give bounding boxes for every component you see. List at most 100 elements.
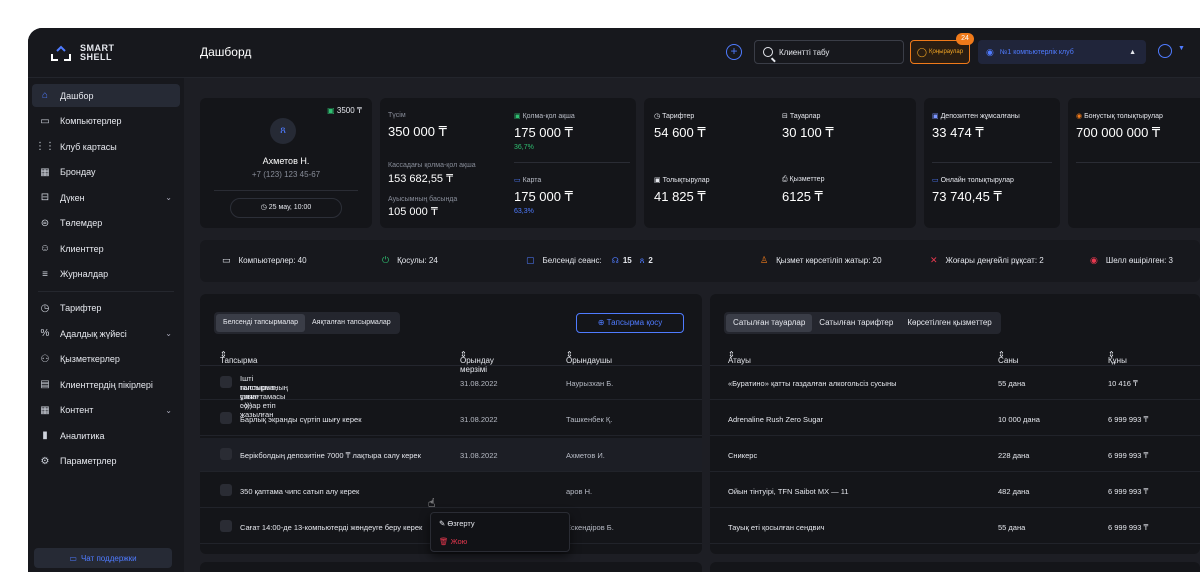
logo-icon [51, 45, 71, 61]
card-label-text: Карта [522, 177, 542, 184]
card-value: 175 000 ₸ [514, 189, 573, 204]
col-price[interactable]: Құны ⇕ [1108, 350, 1127, 365]
logo[interactable]: SMART SHELL [28, 28, 184, 78]
sidebar-item[interactable]: ⊜ Төлемдер [32, 212, 180, 235]
service-icon: ♙ [760, 255, 769, 265]
printer-icon: ⎙ [782, 176, 790, 183]
sales-table-header: Атауы ⇕ Саны ⇕ Құны ⇕ [710, 344, 1200, 366]
computers-status-text: Компьютерлер: 40 [238, 256, 307, 265]
active-sessions-a: 15 [622, 256, 632, 265]
add-task-button[interactable]: ⊕ Тапсырма қосу [576, 313, 684, 333]
task-checkbox[interactable] [220, 376, 232, 388]
shell-off-status[interactable]: ◉ Шелл өшірілген: 3 [1090, 255, 1173, 266]
client-search-input[interactable]: Клиентті табу [754, 40, 904, 64]
item-name: Ойын тінтуірі, TFN Saibot MX — 11 [728, 487, 849, 496]
client-profile-card[interactable]: ▣ 3500 ₸ ጸ Ахметов Н. +7 (123) 123 45-67… [200, 98, 372, 228]
col-exec[interactable]: Орындаушы ⇕ [566, 350, 613, 365]
ctx-delete-label: Жою [450, 537, 468, 546]
table-row[interactable]: Ойын тінтуірі, TFN Saibot MX — 11 482 дан… [710, 474, 1200, 508]
bonus-label: ◉ Бонустық толықтырулар [1076, 112, 1163, 120]
task-text-line: тапсырманың сипаттамасы :-))) [240, 383, 288, 410]
sidebar-item[interactable]: ▭ Компьютерлер [32, 110, 180, 133]
table-row[interactable]: Барлық экранды сүртіп шығу керек 31.08.20… [200, 402, 702, 436]
task-checkbox[interactable] [220, 448, 232, 460]
topbar: Дашборд + Клиентті табу ◯ Қоңыраулар 24 … [184, 28, 1200, 78]
tab-sold-goods[interactable]: Сатылған тауарлар [726, 314, 813, 332]
cash-percent: 36,7% [514, 144, 534, 151]
high-access-status[interactable]: ✕ Жоғары деңгейлі рұқсат: 2 [930, 255, 1044, 266]
gear-icon: ⚙ [40, 455, 50, 467]
sidebar-item[interactable]: ▤ Клиенттердің пікірлері [32, 373, 180, 396]
sidebar-item[interactable]: ⚙ Параметрлер [32, 450, 180, 473]
col-due-label: Орындау мерзімі [460, 356, 494, 374]
table-row[interactable]: Adrenaline Rush Zero Sugar 10 000 дана 6 9… [710, 402, 1200, 436]
club-select[interactable]: ◉ №1 компьютерлік клуб ▲ [978, 40, 1146, 64]
tab-services[interactable]: Көрсетілген қызметтер [907, 318, 992, 327]
card-icon: ▭ [514, 177, 523, 184]
sidebar-item[interactable]: ☺ Клиенттер [32, 237, 180, 260]
table-row[interactable]: Іш‌ті пыстырып, ұзын-сонар етіп жазылған… [200, 366, 702, 419]
ctx-delete[interactable]: 🗑 Жою [439, 537, 467, 546]
chevron-down-icon: ⌄ [165, 405, 172, 415]
tasks-tabs: Белсенді тапсырмалар Аяқталған тапсырмал… [214, 312, 400, 334]
sidebar-item[interactable]: ▦ Брондау [32, 161, 180, 184]
table-row[interactable]: Сникерс 228 дана 6 999 993 ₸ [710, 438, 1200, 472]
sidebar-item[interactable]: ⊟ Дүкен ⌄ [32, 186, 180, 209]
col-due[interactable]: Орындау мерзімі ⇕ [460, 350, 494, 374]
user-icon[interactable] [1158, 44, 1172, 58]
computers-status[interactable]: ▭ Компьютерлер: 40 [222, 255, 307, 266]
ctx-edit[interactable]: ✎ Өзгерту [439, 519, 475, 528]
clock-icon: ◷ [260, 204, 269, 211]
services-value: 6125 ₸ [782, 189, 823, 204]
high-access-text: Жоғары деңгейлі рұқсат: 2 [945, 256, 1044, 265]
support-chat-button[interactable]: ▭ Чат поддержки [34, 548, 172, 568]
tab-sold-tariffs[interactable]: Сатылған тарифтер [819, 318, 894, 327]
task-text-line: Іш‌ті пыстырып, ұзын-сонар етіп жазылған [240, 374, 278, 419]
service-status[interactable]: ♙ Қызмет көрсетіліп жатыр: 20 [760, 255, 882, 266]
tab-active-tasks[interactable]: Белсенді тапсырмалар [216, 314, 305, 332]
card-label: ▭ Карта [514, 176, 573, 184]
cash-register-label: Кассадағы қолма-қол ақша [388, 162, 476, 169]
sidebar-item[interactable]: ⚇ Қызметкерлер [32, 348, 180, 371]
col-qty-label: Саны [998, 356, 1019, 365]
sidebar-item[interactable]: ◷ Тарифтер [32, 297, 180, 320]
chevron-down-icon[interactable]: ▼ [1178, 45, 1185, 52]
content-icon: ▦ [40, 404, 50, 416]
sidebar-item[interactable]: ⌂ Дашбор [32, 84, 180, 107]
sidebar-item[interactable]: ▦ Контент ⌄ [32, 399, 180, 422]
cash-icon: ▣ [514, 113, 523, 120]
col-qty[interactable]: Саны ⇕ [998, 350, 1019, 365]
table-row[interactable]: Тауық еті қосылған сендвич 55 дана 6 999 9… [710, 510, 1200, 544]
on-status[interactable]: ⏻ Қосулы: 24 [382, 255, 438, 266]
sidebar-item[interactable]: ▮ Аналитика [32, 424, 180, 447]
table-row[interactable]: Берікболдың депозитіне 7000 ₸ лақтыра са… [200, 438, 702, 472]
sidebar-item-label: Дашбор [60, 90, 94, 101]
services-label: ⎙ Қызметтер [782, 176, 824, 184]
session-icon: ▢ [526, 255, 535, 265]
tab-done-tasks[interactable]: Аяқталған тапсырмалар [312, 319, 391, 326]
task-checkbox[interactable] [220, 520, 232, 532]
add-button[interactable]: + [726, 44, 742, 60]
sidebar-item[interactable]: % Адалдық жүйесі ⌄ [32, 322, 180, 345]
wallet-icon: ▣ [327, 106, 337, 115]
grid-icon: ⋮⋮ [35, 141, 55, 152]
pencil-icon: ✎ [439, 519, 448, 528]
task-checkbox[interactable] [220, 412, 232, 424]
services-label-text: Қызметтер [789, 176, 825, 183]
sidebar-item-label: Тарифтер [60, 303, 102, 313]
sidebar-item[interactable]: ≡ Журналдар [32, 263, 180, 286]
col-task[interactable]: Тапсырма ⇕ [220, 350, 258, 365]
sidebar-item-label: Клиенттер [60, 243, 104, 254]
task-checkbox[interactable] [220, 484, 232, 496]
sidebar-item[interactable]: ⋮⋮ Клуб картасы [32, 135, 180, 158]
col-name[interactable]: Атауы ⇕ [728, 350, 751, 365]
sidebar-item-label: Аналитика [60, 430, 105, 441]
item-qty: 55 дана [998, 523, 1026, 532]
table-row[interactable]: 350 қаптама чипс сатып алу керек аров Н. [200, 474, 702, 508]
client-phone: +7 (123) 123 45-67 [251, 170, 321, 179]
shift-start-value: 105 000 ₸ [388, 206, 438, 218]
task-exec: Ташкенбек Қ. [566, 415, 613, 424]
table-row[interactable]: «Буратино» қатты газдалған алкогольсіз с… [710, 366, 1200, 400]
task-due: 31.08.2022 [460, 379, 498, 388]
